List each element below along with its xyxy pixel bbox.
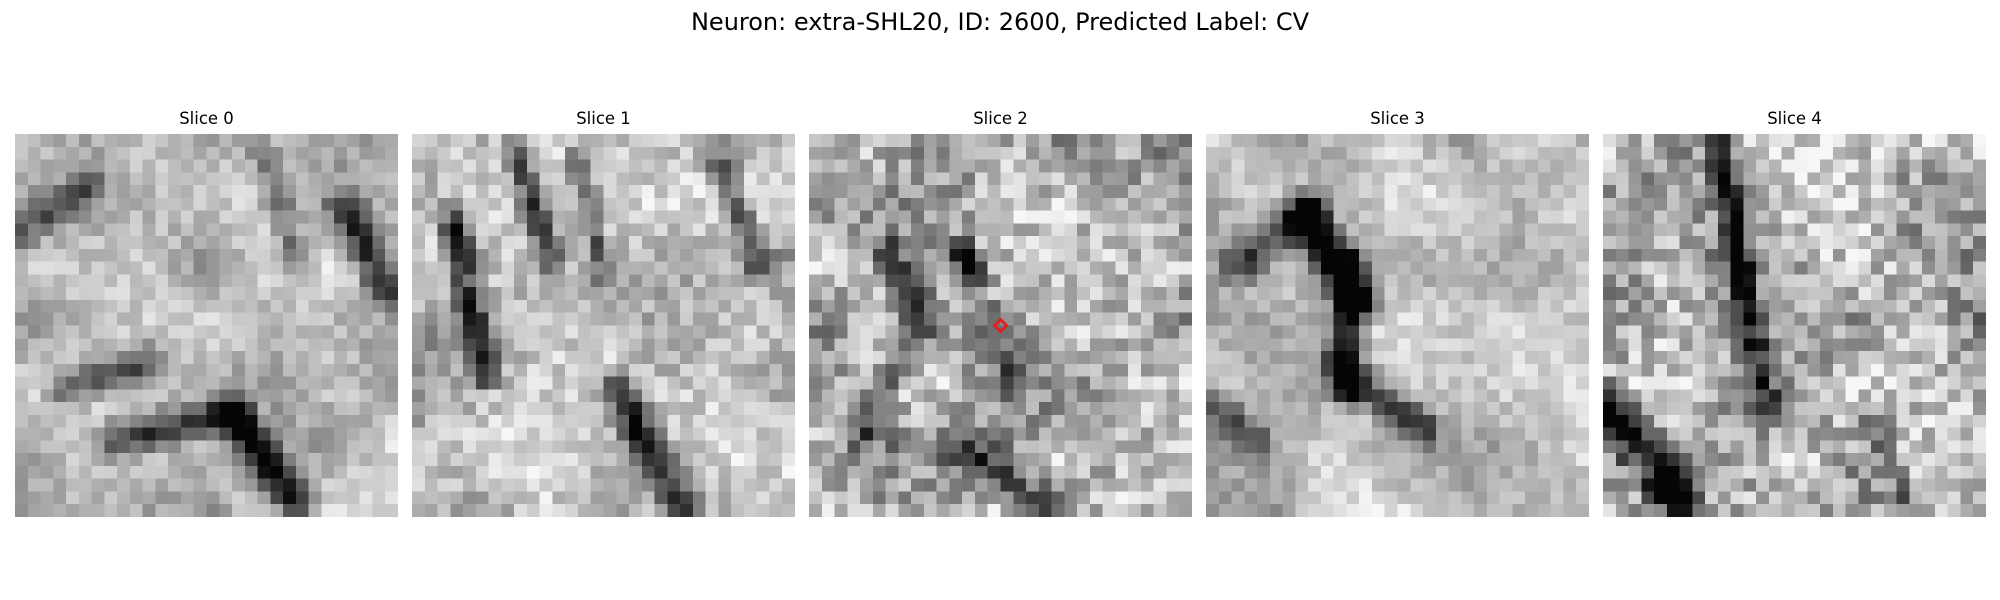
figure-title: Neuron: extra-SHL20, ID: 2600, Predicted…	[690, 8, 1310, 36]
slice-image	[1603, 134, 1986, 517]
slice-panel-3: Slice 3	[1206, 108, 1589, 517]
slice-title: Slice 1	[576, 109, 631, 128]
slice-panel-2: Slice 2	[809, 108, 1192, 517]
slice-title: Slice 3	[1370, 109, 1425, 128]
slice-title: Slice 0	[179, 109, 234, 128]
slice-panel-1: Slice 1	[412, 108, 795, 517]
slice-image	[412, 134, 795, 517]
slice-title: Slice 2	[973, 109, 1028, 128]
slice-image	[1206, 134, 1589, 517]
slice-panel-4: Slice 4	[1603, 108, 1986, 517]
slice-panel-0: Slice 0	[15, 108, 398, 517]
slice-image	[15, 134, 398, 517]
slice-title: Slice 4	[1767, 109, 1822, 128]
slice-image	[809, 134, 1192, 517]
